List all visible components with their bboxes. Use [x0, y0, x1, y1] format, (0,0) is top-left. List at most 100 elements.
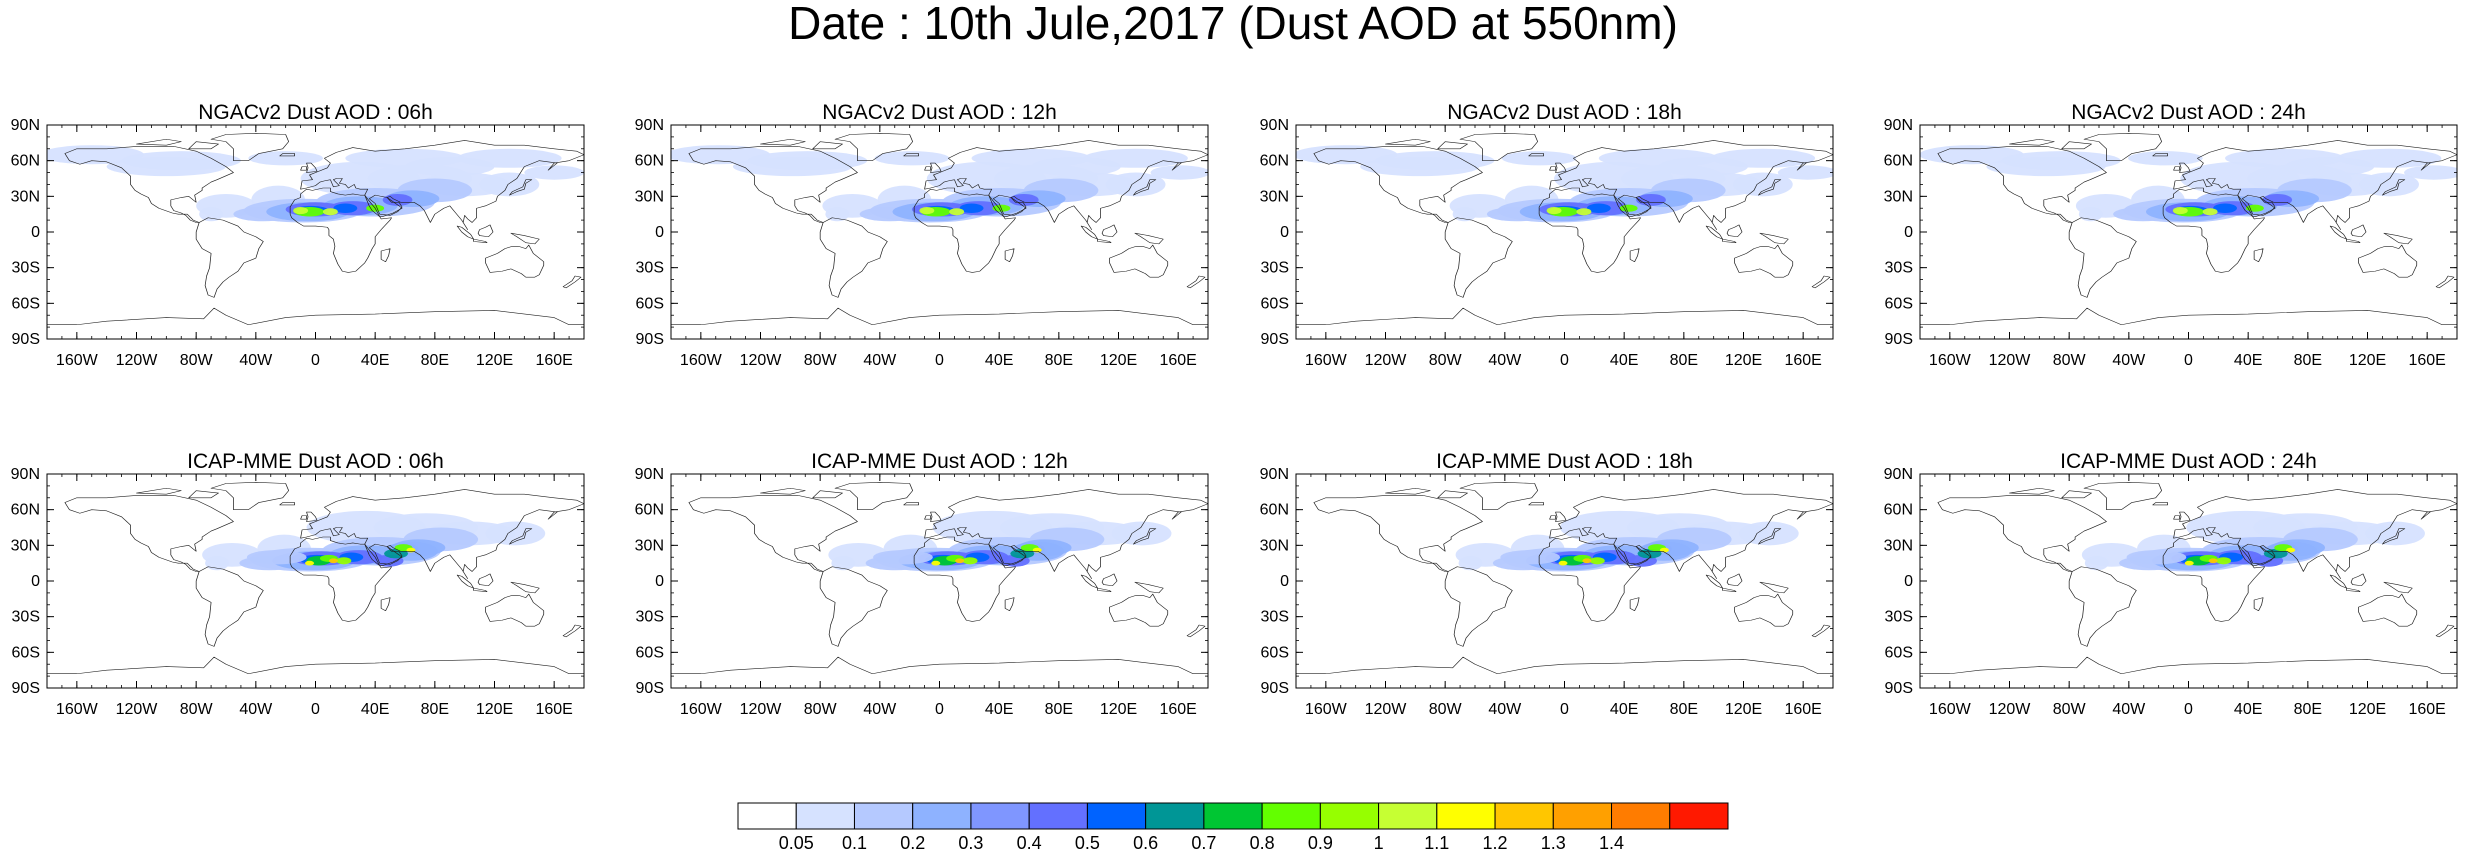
lon-label: 40W: [2112, 352, 2146, 369]
colorbar-swatch: [1319, 802, 1380, 830]
lon-label: 120W: [1365, 352, 1408, 369]
aod-contour: [962, 557, 978, 565]
aod-contour: [2128, 151, 2203, 166]
panel-title: NGACv2 Dust AOD : 06h: [198, 101, 433, 124]
lon-label: 80E: [421, 701, 449, 718]
dust-field: [671, 132, 1208, 326]
lat-label: 30S: [636, 260, 664, 277]
dust-field: [671, 481, 1208, 675]
lon-label: 40E: [1610, 352, 1638, 369]
lon-label: 160W: [1929, 352, 1972, 369]
lat-label: 60S: [636, 644, 664, 661]
aod-contour: [2126, 550, 2187, 565]
aod-contour: [106, 157, 226, 177]
dust-field: [47, 481, 584, 675]
lat-label: 60N: [1260, 153, 1289, 170]
lat-label: 60S: [12, 295, 40, 312]
colorbar-swatch: [912, 802, 972, 830]
colorbar-swatch: [1436, 802, 1496, 830]
aod-contour: [931, 560, 941, 566]
lon-label: 40E: [361, 701, 389, 718]
lon-label: 40E: [2234, 701, 2262, 718]
aod-contour: [1558, 560, 1568, 566]
panel-title: NGACv2 Dust AOD : 12h: [822, 101, 1057, 124]
map-panel: NGACv2 Dust AOD : 24h 90N 60N 30N 0 30S 60S 90S…: [1884, 101, 2458, 369]
colorbar-swatch: [1145, 802, 1205, 830]
lat-label: 60N: [635, 153, 664, 170]
aod-contour: [1008, 193, 1039, 206]
aod-contour: [1659, 547, 1669, 553]
colorbar-swatch: [1203, 802, 1263, 830]
aod-contour: [205, 556, 229, 571]
lat-label: 30N: [1884, 537, 1913, 554]
lat-label: 90N: [635, 117, 664, 134]
lon-label: 80E: [1045, 352, 1073, 369]
lon-label: 120W: [740, 701, 783, 718]
panel-title: ICAP-MME Dust AOD : 06h: [187, 450, 444, 473]
aod-contour: [2245, 204, 2264, 212]
lon-label: 40W: [239, 352, 273, 369]
aod-contour: [1586, 203, 1611, 213]
lat-label: 90N: [1884, 466, 1913, 483]
map-panel: ICAP-MME Dust AOD : 24h 90N 60N 30N 0 30S 60S 9…: [1884, 450, 2458, 718]
lat-label: 60N: [635, 502, 664, 519]
lon-label: 40E: [1610, 701, 1638, 718]
lon-label: 120E: [1100, 701, 1137, 718]
lat-label: 0: [655, 573, 664, 590]
dust-field: [1296, 481, 1833, 675]
lon-label: 120E: [476, 352, 513, 369]
aod-contour: [2084, 556, 2109, 571]
aod-contour: [406, 547, 416, 553]
aod-contour: [1501, 151, 1577, 166]
lat-label: 60N: [11, 502, 40, 519]
lat-label: 60S: [1261, 295, 1289, 312]
lon-label: 80E: [2294, 701, 2322, 718]
lon-label: 120E: [2349, 701, 2386, 718]
lon-label: 0: [2184, 352, 2193, 369]
aod-contour: [1458, 556, 1483, 571]
lon-label: 160E: [2408, 701, 2445, 718]
lon-label: 160E: [1159, 701, 1196, 718]
colorbar-label: 1.3: [1541, 833, 1566, 853]
lon-label: 80E: [421, 352, 449, 369]
panel-title: ICAP-MME Dust AOD : 18h: [1436, 450, 1693, 473]
aod-contour: [919, 207, 935, 215]
lat-label: 60N: [1260, 502, 1289, 519]
lat-label: 0: [1280, 573, 1289, 590]
colorbar-label: 0.8: [1250, 833, 1275, 853]
colorbar-swatch: [853, 802, 914, 830]
lat-label: 30S: [1261, 260, 1289, 277]
lon-label: 120E: [1725, 701, 1762, 718]
lat-label: 30N: [11, 188, 40, 205]
lon-label: 120E: [1100, 352, 1137, 369]
lat-label: 0: [655, 224, 664, 241]
aod-contour: [1986, 157, 2106, 177]
panel-title: NGACv2 Dust AOD : 18h: [1447, 101, 1682, 124]
colorbar-swatch: [1028, 802, 1088, 830]
lat-label: 0: [31, 224, 40, 241]
lon-label: 80E: [1045, 701, 1073, 718]
lat-label: 30S: [12, 260, 40, 277]
lat-label: 90N: [635, 466, 664, 483]
map-background: [1296, 474, 1833, 688]
aod-contour: [1576, 208, 1592, 216]
aod-contour: [874, 151, 950, 166]
lon-label: 0: [1560, 701, 1569, 718]
map-panel: NGACv2 Dust AOD : 06h 90N 60N 30N 0 30S 60S 90S…: [11, 101, 585, 369]
aod-contour: [333, 203, 358, 213]
aod-contour: [382, 193, 413, 206]
lon-label: 80W: [180, 352, 214, 369]
aod-contour: [2262, 193, 2293, 206]
lon-label: 40W: [239, 701, 273, 718]
aod-contour: [293, 207, 309, 215]
lat-label: 90N: [1884, 117, 1913, 134]
lat-label: 60N: [1884, 502, 1913, 519]
map-panel: NGACv2 Dust AOD : 18h 90N 60N 30N 0 30S 60S 90S…: [1260, 101, 1834, 369]
lon-label: 0: [935, 352, 944, 369]
lon-label: 120W: [740, 352, 783, 369]
lon-label: 40W: [863, 352, 897, 369]
lat-label: 90N: [1260, 466, 1289, 483]
lon-label: 40E: [985, 701, 1013, 718]
colorbar-label: 1.4: [1599, 833, 1624, 853]
